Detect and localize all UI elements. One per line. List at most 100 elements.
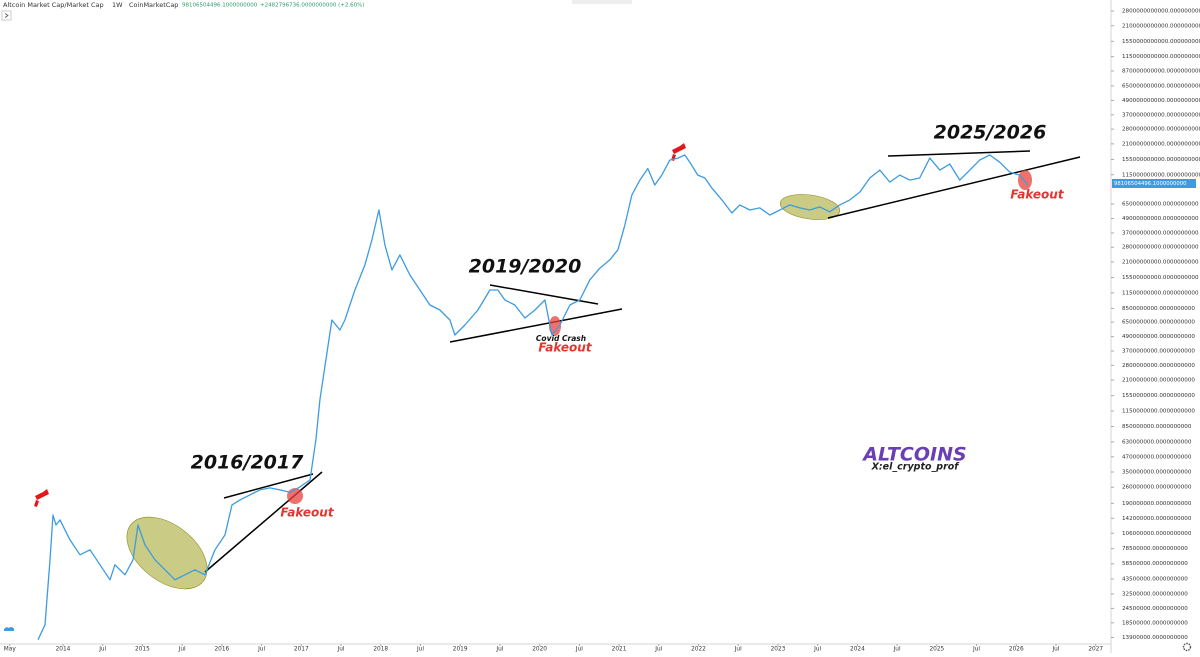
settings-button[interactable] bbox=[1182, 642, 1192, 652]
y-tick-label: 24500000.0000000000 bbox=[1122, 606, 1188, 612]
y-tick-label: 850000000.0000000000 bbox=[1122, 424, 1192, 430]
y-tick-label: 18500000.0000000000 bbox=[1122, 620, 1188, 626]
x-tick-label: Jul bbox=[495, 647, 503, 653]
y-tick-label: 630000000.0000000000 bbox=[1122, 439, 1192, 445]
y-tick-label: 260000000.0000000000 bbox=[1122, 485, 1192, 491]
y-tick-label: 2800000000000.0000000000 bbox=[1122, 9, 1200, 15]
y-tick-label: 15500000000.0000000000 bbox=[1122, 275, 1199, 281]
y-tick-label: 2100000000000.0000000000 bbox=[1122, 23, 1200, 29]
highlight-ellipse bbox=[126, 516, 208, 590]
header-value: 98106504496.1000000000 bbox=[182, 3, 258, 9]
x-tick-label: Jul bbox=[734, 647, 742, 653]
x-tick-label: 2024 bbox=[850, 647, 865, 653]
x-tick-label: 2014 bbox=[56, 647, 71, 653]
trendlines bbox=[204, 150, 1081, 573]
fakeout-circle bbox=[549, 316, 561, 336]
x-tick-label: 2027 bbox=[1088, 647, 1103, 653]
y-tick-label: 4900000000.0000000000 bbox=[1122, 334, 1195, 340]
annotation: 2025/2026 bbox=[934, 122, 1047, 144]
top-handle bbox=[572, 0, 632, 4]
y-tick-label: 2800000000.0000000000 bbox=[1122, 363, 1195, 369]
y-tick-label: 43500000.0000000000 bbox=[1122, 576, 1188, 582]
collapse-icon bbox=[4, 13, 9, 18]
y-tick-label: 49000000000.0000000000 bbox=[1122, 216, 1199, 222]
y-tick-label: 350000000.0000000000 bbox=[1122, 469, 1192, 475]
x-tick-label: 2026 bbox=[1009, 647, 1024, 653]
flags bbox=[34, 143, 686, 507]
y-tick-label: 65000000000.0000000000 bbox=[1122, 202, 1199, 208]
price-tag: 98106504496.1000000000 bbox=[1114, 181, 1187, 187]
y-tick-label: 142000000.0000000000 bbox=[1122, 516, 1192, 522]
x-tick-label: 2022 bbox=[691, 647, 706, 653]
x-tick-label: May bbox=[4, 647, 17, 653]
flag-icon bbox=[671, 143, 686, 161]
header-title: Altcoin Market Cap/Market Cap bbox=[3, 1, 104, 9]
y-tick-label: 490000000000.0000000000 bbox=[1122, 98, 1200, 104]
price-line bbox=[37, 154, 1029, 640]
y-tick-label: 8500000000.0000000000 bbox=[1122, 306, 1195, 312]
y-tick-label: 6500000000.0000000000 bbox=[1122, 320, 1195, 326]
annotation: Fakeout bbox=[280, 506, 334, 520]
annotation: Fakeout bbox=[538, 341, 592, 355]
x-tick-label: Jul bbox=[257, 647, 265, 653]
trendline bbox=[449, 308, 623, 343]
x-tick-label: Jul bbox=[98, 647, 106, 653]
y-tick-label: 78500000.0000000000 bbox=[1122, 546, 1188, 552]
x-tick-label: 2025 bbox=[929, 647, 944, 653]
y-tick-label: 470000000.0000000000 bbox=[1122, 454, 1192, 460]
y-tick-label: 1150000000000.0000000000 bbox=[1122, 54, 1200, 60]
collapse-button[interactable] bbox=[1, 10, 12, 21]
annotation: Covid Crash bbox=[536, 334, 586, 343]
y-tick-label: 115000000000.0000000000 bbox=[1122, 172, 1200, 178]
x-tick-label: 2021 bbox=[612, 647, 627, 653]
annotation: Fakeout bbox=[1010, 188, 1064, 202]
x-tick-label: 2017 bbox=[294, 647, 309, 653]
trendline bbox=[204, 471, 323, 573]
x-tick-label: Jul bbox=[575, 647, 583, 653]
y-tick-label: 13900000.0000000000 bbox=[1122, 635, 1188, 641]
y-tick-label: 870000000000.0000000000 bbox=[1122, 68, 1200, 74]
x-tick-label: 2023 bbox=[771, 647, 786, 653]
y-tick-label: 1550000000000.0000000000 bbox=[1122, 39, 1200, 45]
y-tick-label: 1550000000.0000000000 bbox=[1122, 393, 1195, 399]
x-tick-label: Jul bbox=[178, 647, 186, 653]
y-tick-label: 11500000000.0000000000 bbox=[1122, 290, 1199, 296]
trendline bbox=[223, 473, 314, 499]
x-tick-label: Jul bbox=[416, 647, 424, 653]
header-change: +2482796736.0000000000 (+2.60%) bbox=[260, 3, 364, 9]
y-tick-label: 1150000000.0000000000 bbox=[1122, 408, 1195, 414]
x-tick-label: Jul bbox=[813, 647, 821, 653]
y-tick-label: 650000000000.0000000000 bbox=[1122, 83, 1200, 89]
annotation: X:el_crypto_prof bbox=[871, 462, 961, 473]
x-tick-label: 2018 bbox=[373, 647, 388, 653]
y-tick-label: 28000000000.0000000000 bbox=[1122, 245, 1199, 251]
annotation: 2019/2020 bbox=[469, 256, 582, 278]
y-tick-label: 190000000.0000000000 bbox=[1122, 501, 1192, 507]
y-tick-label: 37000000000.0000000000 bbox=[1122, 230, 1199, 236]
x-tick-label: 2016 bbox=[214, 647, 229, 653]
fakeout-circle bbox=[287, 488, 303, 504]
annotation: ALTCOINS bbox=[861, 444, 966, 466]
y-tick-label: 370000000000.0000000000 bbox=[1122, 112, 1200, 118]
trendline bbox=[887, 150, 1031, 157]
x-tick-label: Jul bbox=[654, 647, 662, 653]
y-tick-label: 2100000000.0000000000 bbox=[1122, 378, 1195, 384]
price-tag-box bbox=[1112, 179, 1196, 188]
trendline bbox=[827, 156, 1081, 219]
fakeout-markers bbox=[287, 170, 1032, 504]
y-tick-label: 106000000.0000000000 bbox=[1122, 531, 1192, 537]
x-tick-label: Jul bbox=[893, 647, 901, 653]
x-tick-label: 2015 bbox=[135, 647, 150, 653]
y-tick-label: 280000000000.0000000000 bbox=[1122, 127, 1200, 133]
y-tick-label: 21000000000.0000000000 bbox=[1122, 259, 1199, 265]
y-tick-label: 210000000000.0000000000 bbox=[1122, 141, 1200, 147]
y-tick-label: 58500000.0000000000 bbox=[1122, 561, 1188, 567]
trendline bbox=[489, 284, 599, 305]
cloud-icon bbox=[4, 627, 15, 631]
x-tick-label: Jul bbox=[1051, 647, 1059, 653]
flag-icon bbox=[34, 489, 49, 507]
y-tick-label: 3700000000.0000000000 bbox=[1122, 349, 1195, 355]
